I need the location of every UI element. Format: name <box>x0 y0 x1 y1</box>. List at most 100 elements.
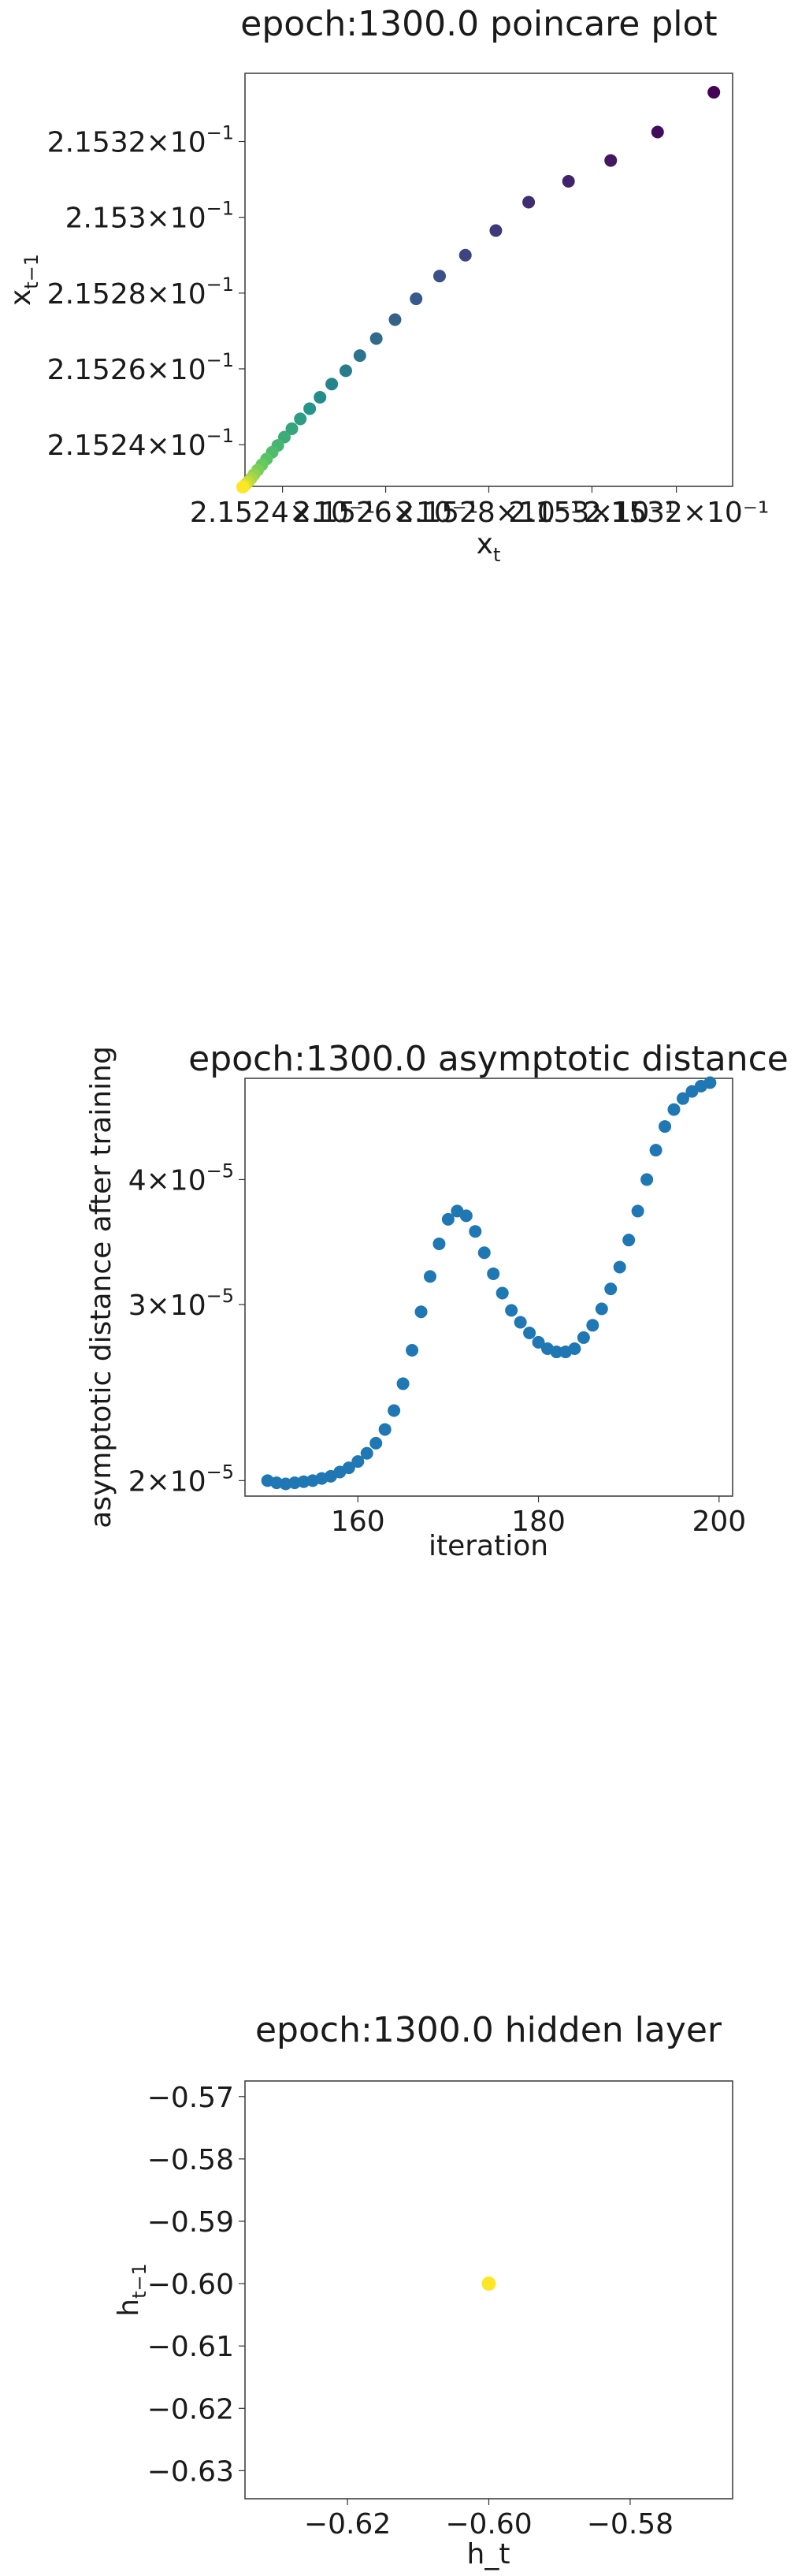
poincare-y-tick-label: 2.1528×10−1 <box>47 274 234 311</box>
hidden-layer-y-tick-label: −0.58 <box>147 2144 234 2176</box>
hidden-layer-y-tick-label: −0.63 <box>147 2455 234 2488</box>
hidden-layer-x-axis-label: h_t <box>467 2538 510 2570</box>
hidden-layer-points <box>481 2276 496 2291</box>
asymptotic-chart: epoch:1300.0 asymptotic distance 160 180 2… <box>85 1039 789 1562</box>
poincare-title: epoch:1300.0 poincare plot <box>240 4 717 44</box>
asymptotic-point <box>360 1446 373 1460</box>
poincare-x-tick-label: 2.1528×10⁻¹ <box>396 497 581 529</box>
hidden-layer-x-ticks: −0.62 −0.60 −0.58 <box>304 2499 674 2541</box>
poincare-point <box>369 332 383 345</box>
poincare-chart: epoch:1300.0 poincare plot 2.1524×10⁻¹2.… <box>5 4 769 566</box>
asymptotic-point <box>441 1212 455 1226</box>
poincare-point <box>651 125 664 139</box>
hidden-layer-y-tick-label: −0.60 <box>147 2269 234 2301</box>
asymptotic-y-tick-label: 2×10−5 <box>128 1461 234 1498</box>
asymptotic-point <box>577 1331 590 1344</box>
asymptotic-point <box>532 1335 545 1349</box>
asymptotic-x-tick-label: 180 <box>511 1506 566 1538</box>
poincare-point <box>410 292 423 306</box>
asymptotic-point <box>432 1237 446 1250</box>
poincare-point <box>294 412 307 426</box>
poincare-y-ticks: 2.1524×10−1 2.1526×10−1 2.1528×10−1 2.153×1… <box>47 122 245 462</box>
asymptotic-point <box>523 1327 536 1340</box>
asymptotic-point <box>351 1455 365 1469</box>
poincare-x-axis-label: xt <box>477 528 501 566</box>
poincare-point <box>285 422 299 435</box>
poincare-point <box>458 248 472 262</box>
poincare-points <box>236 86 721 493</box>
hidden-layer-x-tick-label: −0.60 <box>445 2508 532 2541</box>
poincare-point <box>339 364 352 378</box>
asymptotic-point <box>459 1209 473 1223</box>
poincare-point <box>433 270 447 283</box>
asymptotic-point <box>649 1144 663 1157</box>
poincare-y-axis-label: xt−1 <box>5 254 43 306</box>
asymptotic-point <box>406 1344 419 1357</box>
poincare-x-tick-label: 2.1526×10⁻¹ <box>293 497 478 529</box>
poincare-x-ticks: 2.1524×10⁻¹2.1526×10⁻¹2.1528×10⁻¹2.153×1… <box>190 486 769 529</box>
asymptotic-point <box>613 1260 626 1274</box>
asymptotic-x-tick-label: 200 <box>692 1506 746 1538</box>
hidden-layer-chart: epoch:1300.0 hidden layer −0.62 −0.60 −0.5… <box>113 2010 733 2570</box>
poincare-point <box>303 402 317 415</box>
hidden-layer-y-ticks: −0.57 −0.58 −0.59 −0.60 −0.61 −0.62 −0.63 <box>147 2082 245 2488</box>
asymptotic-point <box>477 1246 491 1260</box>
asymptotic-point <box>396 1377 410 1390</box>
asymptotic-point <box>631 1204 644 1218</box>
asymptotic-y-tick-label: 4×10−5 <box>128 1160 234 1197</box>
asymptotic-point <box>423 1270 436 1283</box>
poincare-y-tick-label: 2.153×10−1 <box>65 198 234 235</box>
asymptotic-point <box>586 1319 599 1332</box>
asymptotic-point <box>604 1282 618 1296</box>
asymptotic-point <box>505 1304 518 1317</box>
asymptotic-x-axis-label: iteration <box>429 1530 548 1562</box>
hidden-layer-x-tick-label: −0.62 <box>304 2508 391 2541</box>
poincare-point <box>388 313 402 326</box>
asymptotic-point <box>514 1316 527 1329</box>
hidden-layer-y-tick-label: −0.57 <box>147 2082 234 2114</box>
asymptotic-point <box>659 1120 672 1134</box>
asymptotic-point <box>378 1423 392 1436</box>
poincare-point <box>707 86 721 99</box>
asymptotic-point <box>676 1092 689 1105</box>
poincare-point <box>236 480 250 493</box>
poincare-y-tick-label: 2.1526×10−1 <box>47 349 234 386</box>
asymptotic-point <box>469 1225 482 1238</box>
poincare-x-tick-label: 2.153×10⁻¹ <box>508 497 675 529</box>
asymptotic-point <box>622 1234 636 1247</box>
asymptotic-title: epoch:1300.0 asymptotic distance <box>188 1039 789 1079</box>
asymptotic-point <box>568 1342 581 1355</box>
hidden-layer-x-tick-label: −0.58 <box>587 2508 674 2541</box>
asymptotic-y-ticks: 2×10−5 3×10−5 4×10−5 <box>128 1160 245 1498</box>
asymptotic-point <box>414 1305 428 1319</box>
asymptotic-point <box>388 1404 401 1417</box>
asymptotic-points <box>261 1076 717 1491</box>
hidden-layer-point <box>481 2276 496 2291</box>
poincare-x-tick-label: 2.1524×10⁻¹ <box>190 497 375 529</box>
asymptotic-point <box>342 1461 355 1475</box>
poincare-point <box>604 154 618 167</box>
asymptotic-point <box>667 1103 681 1116</box>
asymptotic-point <box>595 1302 608 1316</box>
poincare-point <box>353 349 366 363</box>
poincare-x-tick-label: 2.1532×10⁻¹ <box>584 497 769 529</box>
hidden-layer-y-tick-label: −0.62 <box>147 2393 234 2425</box>
asymptotic-point <box>487 1267 500 1280</box>
poincare-point <box>489 224 503 237</box>
poincare-point <box>562 175 575 188</box>
poincare-y-tick-label: 2.1532×10−1 <box>47 122 234 159</box>
hidden-layer-title: epoch:1300.0 hidden layer <box>255 2010 722 2050</box>
asymptotic-y-tick-label: 3×10−5 <box>128 1285 234 1322</box>
asymptotic-x-tick-label: 160 <box>331 1506 385 1538</box>
hidden-layer-y-tick-label: −0.61 <box>147 2331 234 2363</box>
poincare-y-tick-label: 2.1524×10−1 <box>47 425 234 462</box>
asymptotic-point <box>640 1173 654 1186</box>
asymptotic-plot-area <box>244 1078 733 1497</box>
poincare-point <box>314 391 327 404</box>
asymptotic-point <box>369 1436 383 1450</box>
poincare-point <box>325 378 339 391</box>
asymptotic-point <box>703 1076 717 1089</box>
hidden-layer-y-axis-label: ht−1 <box>113 2263 150 2317</box>
asymptotic-y-axis-label: asymptotic distance after training <box>85 1046 117 1528</box>
